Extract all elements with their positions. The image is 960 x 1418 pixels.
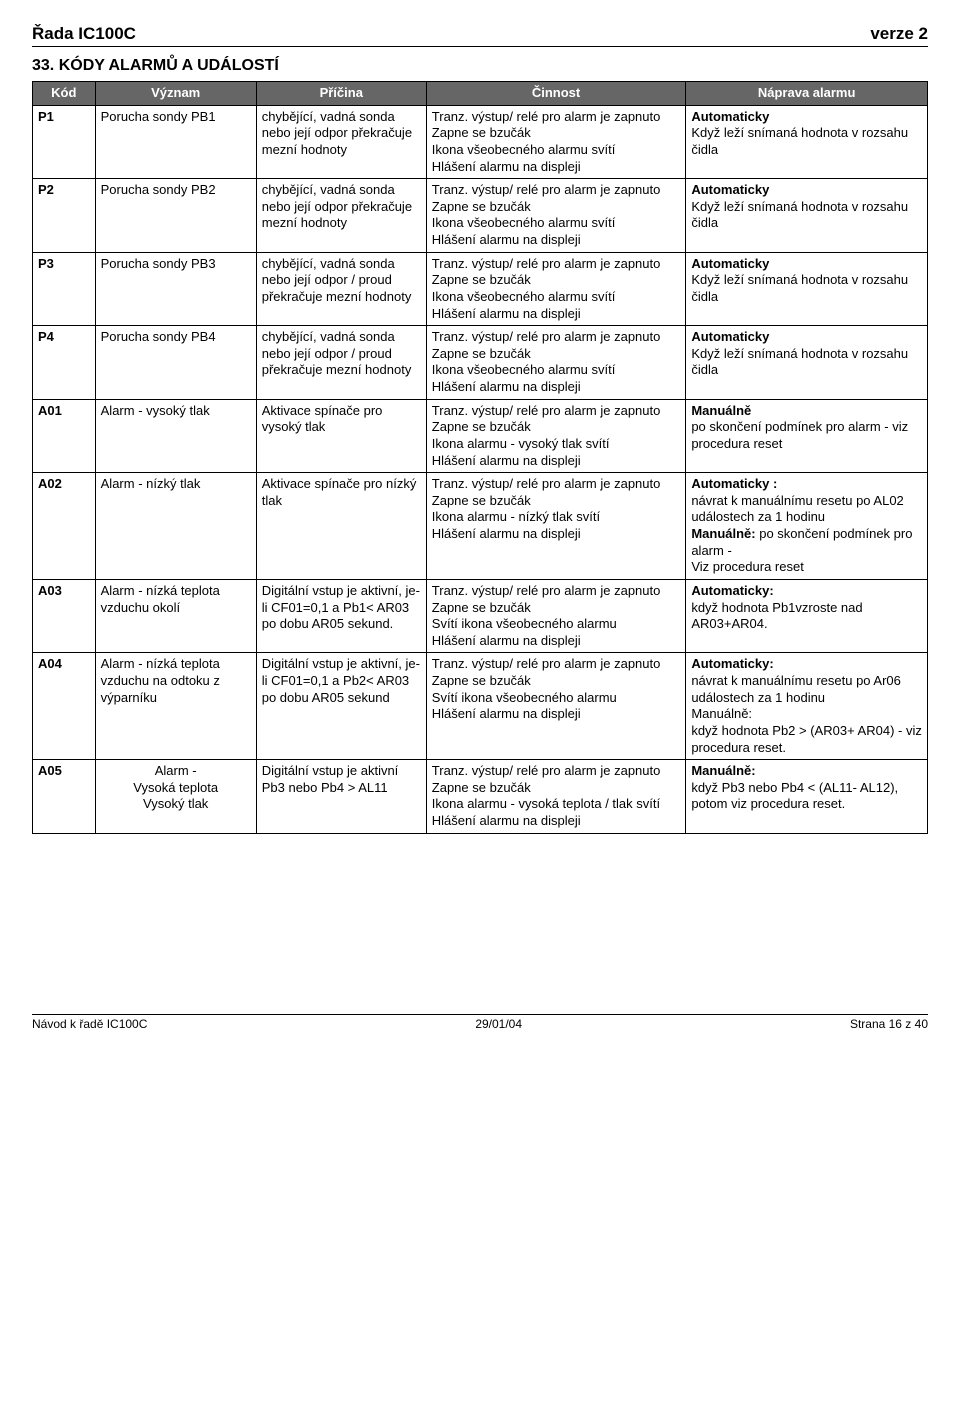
cell-activity: Tranz. výstup/ relé pro alarm je zapnuto…	[426, 252, 686, 326]
cell-code: A04	[33, 653, 96, 760]
cell-fix: Manuálně:když Pb3 nebo Pb4 < (AL11- AL12…	[686, 760, 928, 834]
cell-code: P4	[33, 326, 96, 400]
col-cause: Příčina	[256, 82, 426, 106]
cell-code: P1	[33, 105, 96, 179]
cell-meaning: Porucha sondy PB3	[95, 252, 256, 326]
table-row: P1Porucha sondy PB1chybějící, vadná sond…	[33, 105, 928, 179]
cell-code: A03	[33, 579, 96, 653]
alarm-codes-table: Kód Význam Příčina Činnost Náprava alarm…	[32, 81, 928, 834]
cell-activity: Tranz. výstup/ relé pro alarm je zapnuto…	[426, 760, 686, 834]
cell-cause: chybějící, vadná sonda nebo její odpor p…	[256, 179, 426, 253]
cell-code: P2	[33, 179, 96, 253]
cell-meaning: Alarm - nízký tlak	[95, 473, 256, 580]
cell-fix: Manuálněpo skončení podmínek pro alarm -…	[686, 399, 928, 473]
cell-activity: Tranz. výstup/ relé pro alarm je zapnuto…	[426, 473, 686, 580]
table-row: A04Alarm - nízká teplota vzduchu na odto…	[33, 653, 928, 760]
cell-cause: Aktivace spínače pro vysoký tlak	[256, 399, 426, 473]
section-number: 33.	[32, 57, 54, 74]
cell-code: A02	[33, 473, 96, 580]
cell-cause: Digitální vstup je aktivní, je-li CF01=0…	[256, 653, 426, 760]
col-meaning: Význam	[95, 82, 256, 106]
table-row: P3Porucha sondy PB3chybějící, vadná sond…	[33, 252, 928, 326]
cell-activity: Tranz. výstup/ relé pro alarm je zapnuto…	[426, 579, 686, 653]
cell-activity: Tranz. výstup/ relé pro alarm je zapnuto…	[426, 399, 686, 473]
col-fix: Náprava alarmu	[686, 82, 928, 106]
footer-left: Návod k řadě IC100C	[32, 1017, 147, 1031]
cell-meaning: Alarm - nízká teplota vzduchu okolí	[95, 579, 256, 653]
footer-center: 29/01/04	[475, 1017, 522, 1031]
cell-fix: AutomatickyKdyž leží snímaná hodnota v r…	[686, 252, 928, 326]
col-code: Kód	[33, 82, 96, 106]
cell-fix: Automaticky:návrat k manuálnímu resetu p…	[686, 653, 928, 760]
cell-code: P3	[33, 252, 96, 326]
section-text: KÓDY ALARMŮ A UDÁLOSTÍ	[59, 57, 279, 74]
footer-right: Strana 16 z 40	[850, 1017, 928, 1031]
col-activity: Činnost	[426, 82, 686, 106]
cell-meaning: Alarm - nízká teplota vzduchu na odtoku …	[95, 653, 256, 760]
cell-meaning: Porucha sondy PB4	[95, 326, 256, 400]
cell-fix: Automaticky :návrat k manuálnímu resetu …	[686, 473, 928, 580]
table-row: P4Porucha sondy PB4chybějící, vadná sond…	[33, 326, 928, 400]
page-footer: Návod k řadě IC100C 29/01/04 Strana 16 z…	[32, 1014, 928, 1031]
cell-fix: AutomatickyKdyž leží snímaná hodnota v r…	[686, 326, 928, 400]
cell-cause: Digitální vstup je aktivníPb3 nebo Pb4 >…	[256, 760, 426, 834]
cell-code: A05	[33, 760, 96, 834]
cell-code: A01	[33, 399, 96, 473]
cell-cause: Digitální vstup je aktivní, je-li CF01=0…	[256, 579, 426, 653]
table-header-row: Kód Význam Příčina Činnost Náprava alarm…	[33, 82, 928, 106]
cell-activity: Tranz. výstup/ relé pro alarm je zapnuto…	[426, 653, 686, 760]
table-row: A02Alarm - nízký tlakAktivace spínače pr…	[33, 473, 928, 580]
table-row: A05Alarm -Vysoká teplotaVysoký tlakDigit…	[33, 760, 928, 834]
cell-cause: chybějící, vadná sonda nebo její odpor /…	[256, 326, 426, 400]
doc-header: Řada IC100C verze 2	[32, 24, 928, 47]
cell-meaning: Porucha sondy PB2	[95, 179, 256, 253]
cell-activity: Tranz. výstup/ relé pro alarm je zapnuto…	[426, 326, 686, 400]
table-row: A03Alarm - nízká teplota vzduchu okolíDi…	[33, 579, 928, 653]
cell-activity: Tranz. výstup/ relé pro alarm je zapnuto…	[426, 179, 686, 253]
cell-fix: AutomatickyKdyž leží snímaná hodnota v r…	[686, 105, 928, 179]
cell-activity: Tranz. výstup/ relé pro alarm je zapnuto…	[426, 105, 686, 179]
cell-meaning: Alarm - vysoký tlak	[95, 399, 256, 473]
cell-meaning: Alarm -Vysoká teplotaVysoký tlak	[95, 760, 256, 834]
header-right: verze 2	[870, 24, 928, 44]
cell-meaning: Porucha sondy PB1	[95, 105, 256, 179]
section-title: 33. KÓDY ALARMŮ A UDÁLOSTÍ	[32, 57, 928, 75]
cell-fix: AutomatickyKdyž leží snímaná hodnota v r…	[686, 179, 928, 253]
cell-cause: Aktivace spínače pro nízký tlak	[256, 473, 426, 580]
header-left: Řada IC100C	[32, 24, 136, 44]
table-row: A01Alarm - vysoký tlakAktivace spínače p…	[33, 399, 928, 473]
cell-cause: chybějící, vadná sonda nebo její odpor /…	[256, 252, 426, 326]
cell-fix: Automaticky:když hodnota Pb1vzroste nad …	[686, 579, 928, 653]
cell-cause: chybějící, vadná sonda nebo její odpor p…	[256, 105, 426, 179]
table-row: P2Porucha sondy PB2chybějící, vadná sond…	[33, 179, 928, 253]
